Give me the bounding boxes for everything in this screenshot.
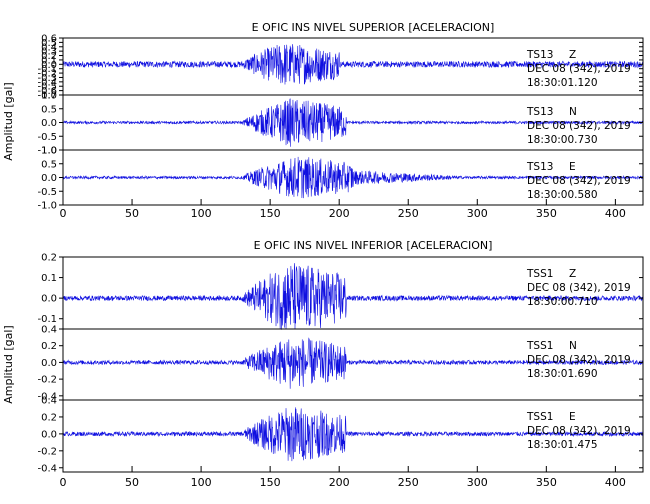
y-tick-label: -0.2 [37,69,57,80]
y-tick-label: 0.5 [41,104,57,115]
x-tick-label: 250 [398,476,419,489]
y-tick-label: -0.4 [37,463,57,474]
station-label: TSS1 [526,411,553,423]
y-tick-label: 0.2 [41,341,57,352]
station-label: TS13 [526,49,553,61]
y-tick-label: 0.0 [41,173,57,184]
y-tick-label: 0.1 [41,55,57,66]
panel-frame [62,399,644,473]
component-label: Z [569,268,576,280]
component-label: Z [569,49,576,61]
y-tick-label: 1.0 [41,146,57,157]
panel-0-2: 1.0 0.5 0.0 -0.5 -1.0 TS13 E DEC 08 (342), 2019… [37,146,644,212]
y-tick-label: 0.4 [41,325,57,336]
date-label: DEC 08 (342), 2019 [527,425,631,437]
y-tick-label: -0.4 [37,391,57,402]
date-label: DEC 08 (342), 2019 [527,354,631,366]
y-tick-label: -0.6 [37,86,57,97]
x-tick-label: 250 [398,207,419,220]
y-tick-label: 0.2 [41,253,57,264]
trace-TS13-N [62,98,644,147]
y-axis-label-1: Amplitud [gal] [2,325,15,403]
chart-title-0: E OFIC INS NIVEL SUPERIOR [ACELERACION] [252,21,495,34]
y-tick-label: -1.0 [37,201,57,212]
y-tick-label: 0.4 [41,396,57,407]
x-tick-label: 200 [329,476,350,489]
station-label: TSS1 [526,340,553,352]
panel-1-2: 0.4 0.2 0.0 -0.2 -0.4 TSS1 E DEC 08 (342), 2019… [37,396,644,474]
y-tick-label: -0.1 [37,314,57,325]
x-tick-label: 0 [60,476,67,489]
panel-1-0: 0.2 0.1 0.0 -0.1 TSS1 Z DEC 08 (342), 2019 18:3… [37,253,644,330]
y-tick-label: 0.3 [41,47,57,58]
x-tick-label: 300 [467,207,488,220]
station-label: TS13 [526,161,553,173]
y-tick-label: 0.5 [41,38,57,49]
x-tick-label: 0 [60,207,67,220]
y-tick-label: 0.0 [41,118,57,129]
y-tick-label: -0.5 [37,82,57,93]
x-tick-label: 300 [467,476,488,489]
component-label: E [569,411,576,423]
y-tick-label: 0.5 [41,159,57,170]
panel-0-0: 0.60.50.40.30.20.10.0-0.1-0.2-0.3-0.4-0.… [37,34,644,102]
x-tick-label: 100 [191,207,212,220]
trace-TSS1-Z [62,263,644,330]
y-tick-label: -1.0 [37,146,57,157]
component-label: N [569,340,577,352]
y-tick-label: -0.5 [37,187,57,198]
y-tick-label: 0.2 [41,51,57,62]
date-label: DEC 08 (342), 2019 [527,175,631,187]
date-label: DEC 08 (342), 2019 [527,282,631,294]
y-tick-label: -0.3 [37,73,57,84]
panel-1-1: 0.4 0.2 0.0 -0.2 -0.4 TSS1 N DEC 08 (342), 2019… [37,325,644,402]
y-tick-label: -0.7 [37,91,57,102]
y-tick-label: 0.1 [41,273,57,284]
trace-TSS1-N [62,337,644,389]
time-label: 18:30:01.475 [527,439,598,451]
y-tick-label: 0.0 [41,60,57,71]
x-tick-label: 400 [605,476,626,489]
station-label: TSS1 [526,268,553,280]
time-label: 18:30:01.120 [527,77,598,89]
y-tick-label: 0.4 [41,42,57,53]
x-tick-label: 200 [329,207,350,220]
trace-TSS1-E [62,407,644,462]
date-label: DEC 08 (342), 2019 [527,120,631,132]
component-label: N [569,106,577,118]
x-tick-label: 150 [260,207,281,220]
component-label: E [569,161,576,173]
y-tick-label: 0.0 [41,358,57,369]
y-axis-label-0: Amplitud [gal] [2,82,15,160]
y-tick-label: -0.2 [37,446,57,457]
date-label: DEC 08 (342), 2019 [527,63,631,75]
y-tick-label: -0.2 [37,375,57,386]
y-tick-label: 0.0 [41,294,57,305]
x-tick-label: 100 [191,476,212,489]
chart-title-1: E OFIC INS NIVEL INFERIOR [ACELERACION] [254,239,493,252]
y-tick-label: -0.4 [37,77,57,88]
y-tick-label: -0.5 [37,132,57,143]
y-tick-label: 0.6 [41,34,57,45]
trace-TS13-E [62,156,644,199]
y-tick-label: 1.0 [41,91,57,102]
time-label: 18:30:00.730 [527,134,598,146]
time-label: 18:30:00.580 [527,189,598,201]
x-tick-label: 350 [536,207,557,220]
y-tick-label: 0.2 [41,412,57,423]
x-tick-label: 350 [536,476,557,489]
y-tick-label: 0.0 [41,429,57,440]
panel-0-1: 1.0 0.5 0.0 -0.5 -1.0 TS13 N DEC 08 (342), 2019… [37,91,644,157]
x-tick-label: 50 [125,207,139,220]
x-tick-label: 50 [125,476,139,489]
time-label: 18:30:01.690 [527,368,598,380]
y-tick-label: -0.1 [37,64,57,75]
x-tick-label: 150 [260,476,281,489]
x-tick-label: 400 [605,207,626,220]
time-label: 18:30:00.710 [527,296,598,308]
trace-TS13-Z [62,44,644,85]
station-label: TS13 [526,106,553,118]
